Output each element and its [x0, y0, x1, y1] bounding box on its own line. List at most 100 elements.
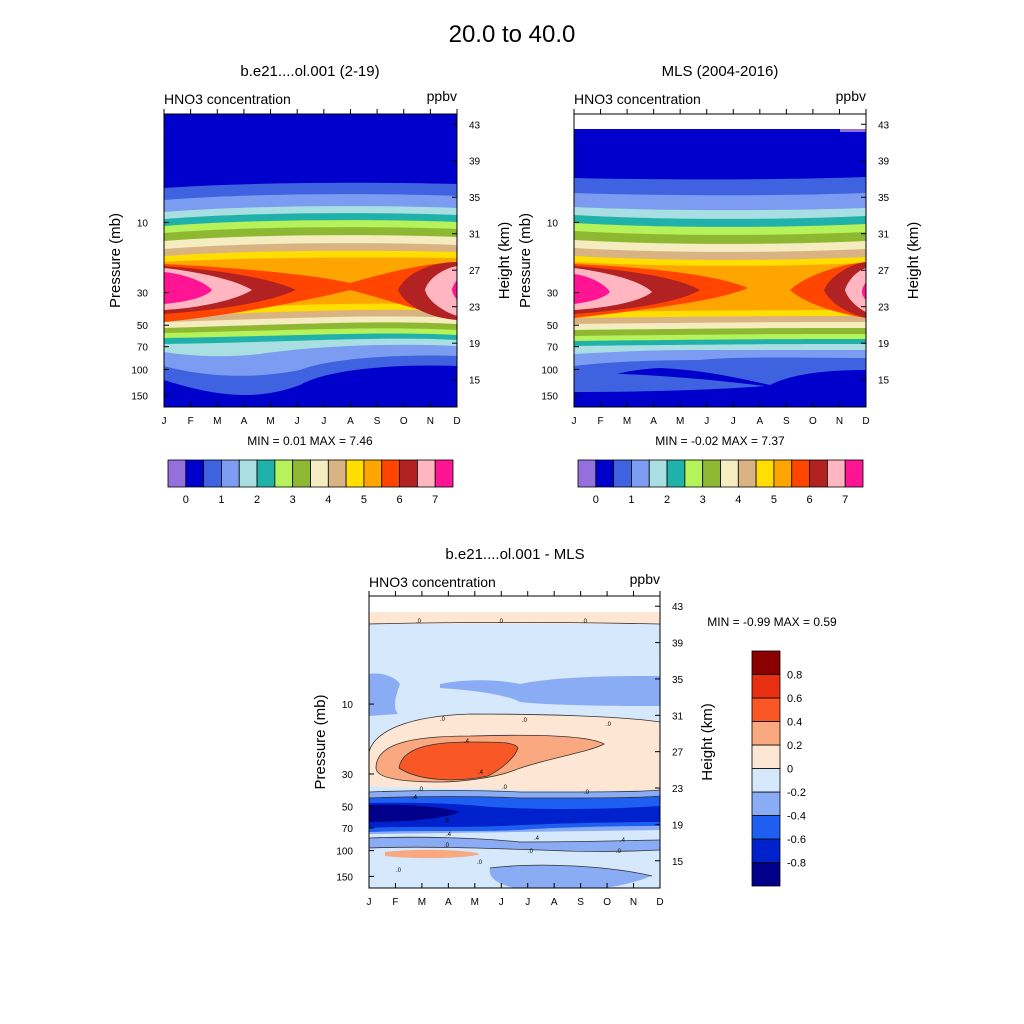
colorbar-label: 2 — [254, 494, 260, 506]
height-label: 43 — [469, 120, 481, 131]
month-label: J — [367, 897, 372, 908]
pressure-label: 10 — [342, 700, 354, 711]
colorbar-label: 0 — [593, 494, 599, 506]
colorbar-swatch — [751, 768, 781, 793]
panel-diff-axes: J F M A M J J A S O N D 10 30 50 70 100 150 43 39 35 31 27 23 19… — [312, 591, 716, 908]
band-c0 — [840, 129, 866, 132]
colorbar-swatch — [185, 459, 205, 488]
colorbar-swatch — [434, 459, 454, 488]
month-label: M — [418, 897, 426, 908]
pressure-axis-title: Pressure (mb) — [517, 213, 534, 308]
band-top-pos — [369, 612, 660, 624]
band-missing — [574, 114, 866, 129]
colorbar-label: 4 — [325, 494, 331, 506]
colorbar-model: 0 1 2 3 4 5 6 7 — [167, 459, 454, 506]
month-label: A — [551, 897, 558, 908]
month-label: F — [392, 897, 398, 908]
height-label: 23 — [878, 303, 890, 314]
contour-label: .0 — [502, 785, 508, 791]
pressure-label: 150 — [131, 391, 148, 402]
panel-obs-units: ppbv — [836, 88, 866, 104]
colorbar-swatch — [238, 459, 258, 488]
panel-diff-frame — [368, 595, 661, 889]
height-label: 31 — [672, 711, 684, 722]
pressure-label: 100 — [131, 365, 148, 376]
contour-line — [368, 789, 661, 793]
colorbar-label: 5 — [361, 494, 367, 506]
pressure-label: 10 — [547, 218, 559, 229]
panel-obs-contours — [574, 114, 866, 407]
month-label: S — [374, 416, 381, 427]
height-label: 27 — [672, 748, 684, 759]
height-label: 15 — [672, 857, 684, 868]
colorbar-swatch — [292, 459, 311, 488]
contour-label: .0 — [528, 849, 534, 855]
panel-model-units: ppbv — [427, 88, 457, 104]
height-label: 31 — [469, 230, 481, 241]
colorbar-swatch — [310, 459, 329, 488]
pressure-label: 150 — [541, 391, 558, 402]
month-label: A — [650, 416, 657, 427]
height-label: 43 — [672, 602, 684, 613]
month-label: J — [572, 416, 577, 427]
colorbar-swatch — [844, 459, 864, 488]
panel-obs-minmax: MIN = -0.02 MAX = 7.37 — [655, 434, 785, 448]
contour-label: .0 — [477, 860, 483, 866]
month-label: N — [836, 416, 843, 427]
panel-diff-contour-labels: .0 .0 .0 .0 .0 .0 .4 .4 .0 .0 .0 .4 .6 .… — [396, 619, 626, 874]
panel-obs-variable: HNO3 concentration — [574, 91, 701, 107]
height-label: 39 — [469, 157, 481, 168]
colorbar-swatch — [327, 459, 347, 488]
colorbar-swatch — [167, 459, 187, 488]
contour-label: .0 — [498, 619, 504, 625]
month-label: N — [630, 897, 637, 908]
height-label: 27 — [878, 266, 890, 277]
colorbar-swatch — [221, 459, 240, 488]
contour-label: .4 — [620, 838, 626, 844]
month-label: A — [347, 416, 354, 427]
month-label: M — [623, 416, 631, 427]
month-label: O — [400, 416, 408, 427]
pressure-label: 10 — [137, 218, 149, 229]
colorbar-swatch — [684, 459, 704, 488]
pressure-label: 30 — [547, 289, 559, 300]
colorbar-swatch — [702, 459, 721, 488]
colorbar-swatch — [751, 721, 781, 746]
month-label: A — [756, 416, 763, 427]
height-label: 15 — [469, 376, 481, 387]
colorbar-diff: 0.8 0.6 0.4 0.2 0 -0.2 -0.4 -0.6 -0.8 — [751, 650, 806, 887]
colorbar-swatch — [274, 459, 294, 488]
panel-diff-contour-lines — [368, 622, 661, 877]
month-label: M — [471, 897, 479, 908]
contour-line — [368, 713, 661, 753]
contour-line — [489, 864, 653, 877]
band-c2-bottom — [574, 372, 765, 392]
colorbar-swatch — [751, 838, 781, 863]
colorbar-swatch — [613, 459, 632, 488]
colorbar-swatch — [595, 459, 615, 488]
band-c14 — [164, 266, 457, 316]
panel-model-minmax: MIN = 0.01 MAX = 7.46 — [247, 434, 373, 448]
contour-label: .0 — [440, 717, 446, 723]
pressure-label: 70 — [137, 343, 149, 354]
month-label: M — [213, 416, 221, 427]
colorbar-swatch — [416, 459, 436, 488]
band-c14 — [574, 268, 866, 312]
month-label: N — [427, 416, 434, 427]
month-label: J — [731, 416, 736, 427]
height-label: 19 — [878, 339, 890, 350]
panel-diff-contours — [369, 596, 660, 888]
month-label: M — [266, 416, 274, 427]
contour-label: .4 — [478, 770, 484, 776]
contour-line — [398, 741, 519, 781]
contour-line — [368, 622, 661, 625]
month-label: J — [162, 416, 167, 427]
panel-model-variable: HNO3 concentration — [164, 91, 291, 107]
band-c13 — [574, 262, 866, 318]
colorbar-swatch — [751, 674, 781, 699]
month-label: A — [241, 416, 248, 427]
band-pos04 — [399, 742, 518, 780]
pressure-axis-title: Pressure (mb) — [107, 213, 124, 308]
colorbar-label: -0.6 — [787, 834, 806, 846]
band-neg02-upper — [369, 673, 660, 716]
